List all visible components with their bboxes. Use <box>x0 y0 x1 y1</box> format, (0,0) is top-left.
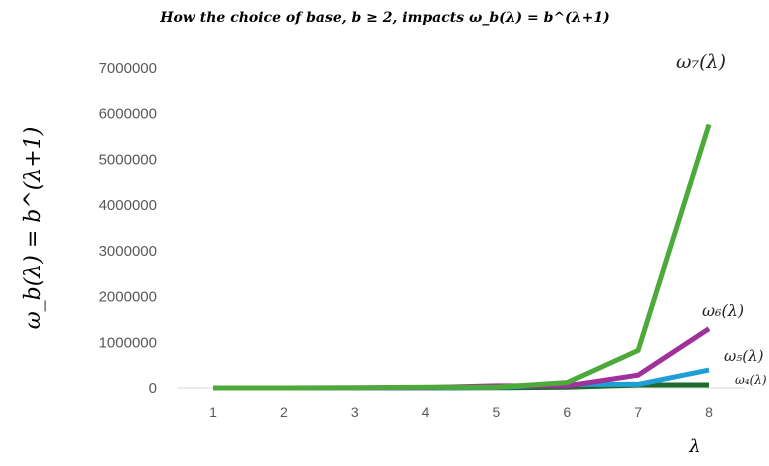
series-label-4: ω₄(λ) <box>735 373 767 387</box>
x-tick-label: 8 <box>705 404 713 420</box>
y-tick-label: 1000000 <box>99 334 157 351</box>
series-label-5: ω₅(λ) <box>724 347 764 365</box>
series-label-group: ω₄(λ) ω₅(λ) ω₆(λ) ω₇(λ) <box>676 51 767 387</box>
y-tick-label: 3000000 <box>99 243 157 260</box>
x-tick-label: 6 <box>563 404 571 420</box>
x-tick-label: 3 <box>351 404 359 420</box>
x-tick-label: 5 <box>493 404 501 420</box>
series-group <box>213 123 712 391</box>
x-axis-label: λ <box>688 436 700 457</box>
y-tick-label: 4000000 <box>99 197 157 214</box>
series-label-7: ω₇(λ) <box>676 51 726 73</box>
y-axis-label: ω_b(λ) = b^(λ+1) <box>21 127 46 330</box>
y-tick-label: 5000000 <box>99 151 157 168</box>
x-tick-label: 1 <box>209 404 217 420</box>
x-tick-group: 1 2 3 4 5 6 7 8 <box>209 404 713 420</box>
x-tick-label: 7 <box>634 404 642 420</box>
chart-title: How the choice of base, b ≥ 2, impacts ω… <box>159 10 609 26</box>
series-label-6: ω₆(λ) <box>702 301 744 320</box>
y-tick-label: 6000000 <box>99 106 157 123</box>
x-tick-label: 2 <box>280 404 288 420</box>
y-tick-label: 7000000 <box>99 60 157 77</box>
y-tick-group: 0 1000000 2000000 3000000 4000000 5000000 6000… <box>99 60 157 397</box>
x-tick-label: 4 <box>422 404 430 420</box>
series-line-6 <box>213 326 711 391</box>
y-tick-label: 0 <box>149 380 157 397</box>
y-tick-label: 2000000 <box>99 289 157 306</box>
series-line-7 <box>213 123 712 391</box>
